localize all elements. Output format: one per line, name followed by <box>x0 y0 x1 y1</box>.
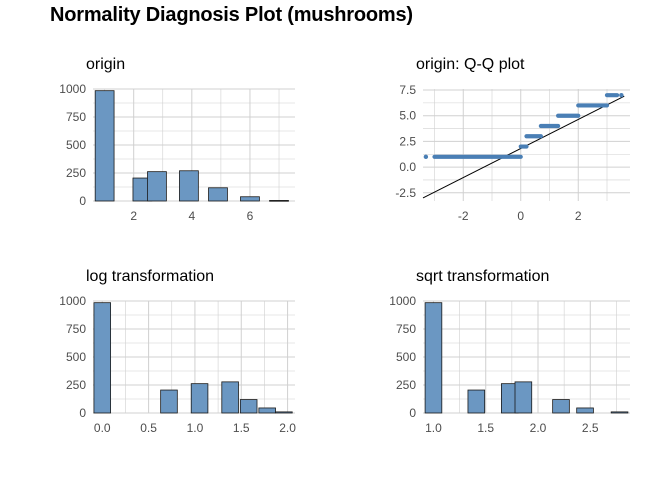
y-tick-label: 250 <box>66 166 86 180</box>
histogram-bar <box>209 188 228 201</box>
y-tick-label: 750 <box>396 322 416 336</box>
x-tick-label: 2.5 <box>582 421 599 435</box>
histogram-bar <box>270 200 289 201</box>
histogram-bar <box>161 390 178 413</box>
x-tick-label: -2 <box>458 209 469 223</box>
x-tick-label: 4 <box>188 209 195 223</box>
histogram-bar <box>147 172 166 201</box>
x-tick-label: 2.0 <box>530 421 547 435</box>
y-tick-label: 1000 <box>59 294 86 308</box>
histogram-bar <box>241 197 260 201</box>
histogram-bar <box>94 303 111 413</box>
y-tick-label: 250 <box>396 378 416 392</box>
histogram-bar <box>259 408 276 413</box>
histogram-bar <box>179 171 198 201</box>
histogram-bar <box>577 408 594 413</box>
y-tick-label: 1000 <box>59 82 86 96</box>
y-tick-label: 0 <box>409 406 416 420</box>
y-tick-label: 0 <box>79 406 86 420</box>
histogram-bar <box>515 382 532 413</box>
y-tick-label: 500 <box>66 350 86 364</box>
histogram-bar <box>276 412 293 413</box>
y-tick-label: 750 <box>66 110 86 124</box>
x-tick-label: 1.5 <box>477 421 494 435</box>
x-tick-label: 1.5 <box>233 421 250 435</box>
x-tick-label: 1.0 <box>425 421 442 435</box>
qq-point <box>424 155 428 159</box>
x-tick-label: 2 <box>130 209 137 223</box>
x-tick-label: 1.0 <box>187 421 204 435</box>
histogram-bar <box>425 303 442 413</box>
x-tick-label: 0.5 <box>140 421 157 435</box>
histogram-bar <box>553 400 570 413</box>
x-tick-label: 6 <box>247 209 254 223</box>
x-tick-label: 0.0 <box>94 421 111 435</box>
x-tick-label: 2.0 <box>279 421 296 435</box>
y-tick-label: 750 <box>66 322 86 336</box>
y-tick-label: 500 <box>396 350 416 364</box>
histogram-bar <box>95 91 114 201</box>
histogram-bar <box>222 382 239 413</box>
x-tick-label: 0 <box>517 209 524 223</box>
y-tick-label: 1000 <box>389 294 416 308</box>
histogram-bar <box>611 412 628 413</box>
histogram-bar <box>191 384 208 413</box>
y-tick-label: 0.0 <box>399 160 416 174</box>
y-tick-label: 500 <box>66 138 86 152</box>
y-tick-label: 250 <box>66 378 86 392</box>
y-tick-label: 5.0 <box>399 109 416 123</box>
y-tick-label: 2.5 <box>399 134 416 148</box>
qq-point <box>619 93 623 97</box>
y-tick-label: 0 <box>79 194 86 208</box>
y-tick-label: 7.5 <box>399 83 416 97</box>
histogram-bar <box>468 390 485 413</box>
x-tick-label: 2 <box>575 209 582 223</box>
histogram-bar <box>240 400 257 413</box>
y-tick-label: -2.5 <box>395 186 416 200</box>
